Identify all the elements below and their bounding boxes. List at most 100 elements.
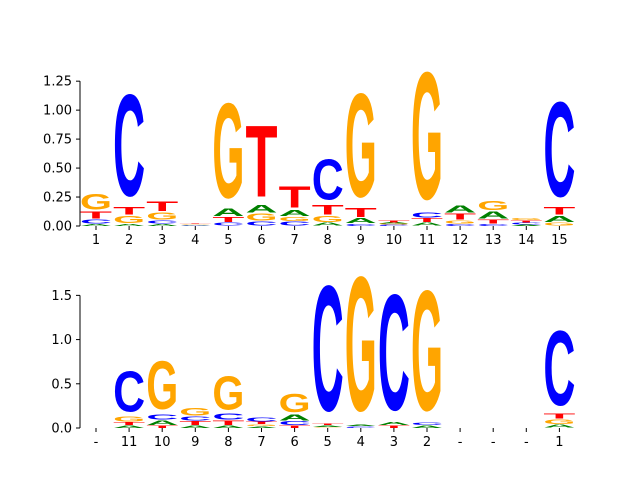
x-tick-label: 14 [518, 233, 535, 248]
logo-letter-A: A [146, 223, 178, 226]
y-tick-label: 0.00 [43, 220, 72, 235]
x-tick-label: 11 [419, 233, 436, 248]
logo-letter-A: A [411, 222, 443, 227]
logo-letter-G: G [212, 368, 244, 421]
logo-letter-G: G [146, 211, 178, 222]
logo-letter-C: C [345, 426, 377, 428]
logo-letter-A: A [345, 424, 377, 426]
logo-letter-G: G [212, 76, 244, 228]
logo-letter-A: A [212, 425, 244, 429]
logo-letter-C: C [543, 75, 575, 226]
logo-letter-A: A [378, 421, 410, 426]
logo-letter-T: T [179, 224, 212, 225]
logo-letter-T: T [345, 206, 377, 220]
logo-letter-T: T [378, 220, 410, 223]
logo-letter-T: T [477, 218, 509, 224]
logo-letter-A: A [279, 413, 311, 423]
logo-letter-C: C [411, 211, 443, 219]
logo-letter-T: T [279, 180, 311, 214]
logo-letter-T: T [411, 217, 443, 223]
logo-letter-C: C [312, 148, 344, 212]
logo-panel-bottom: 0.00.51.01.5- 11 10 9 8 7 6 5 4 3 2- - -1ATGCTACGATC… [51, 237, 575, 451]
logo-panel-top: 0.000.250.500.751.001.251 2 3 4 5 6 7 8 9 10 11 12 1… [43, 34, 575, 248]
logo-letter-A: A [179, 225, 211, 226]
logo-letter-C: C [146, 413, 178, 421]
x-tick-label: 13 [485, 233, 502, 248]
y-tick-label: 1.5 [51, 289, 72, 304]
logo-letter-T: T [113, 421, 145, 426]
logo-letter-C: C [246, 220, 278, 226]
logo-letter-A: A [80, 223, 112, 226]
logo-letter-T: T [312, 202, 344, 218]
logo-letter-C: C [477, 223, 509, 226]
logo-letter-C: C [246, 417, 278, 423]
logo-letter-G: G [113, 415, 145, 423]
logo-letter-T: T [246, 421, 278, 425]
logo-letter-G: G [146, 347, 178, 423]
logo-letter-G: G [510, 218, 542, 221]
logo-letter-T: T [543, 412, 575, 420]
logo-letter-A: A [246, 202, 278, 214]
x-tick-label: 12 [452, 233, 469, 248]
logo-letter-A: A [444, 204, 476, 215]
logo-letter-G: G [543, 222, 575, 227]
y-tick-label: 0.5 [51, 377, 72, 392]
logo-letter-G: G [246, 212, 278, 223]
logo-letter-T: T [543, 205, 575, 217]
x-tick-label: 10 [154, 435, 171, 450]
x-tick-label: - [458, 435, 463, 450]
logo-letter-A: A [477, 209, 509, 220]
logo-letter-A: A [345, 217, 377, 225]
logo-letter-G: G [80, 190, 112, 215]
x-tick-label: 7 [257, 435, 265, 450]
logo-letter-A: A [246, 426, 278, 428]
logo-letter-G: G [345, 64, 377, 229]
logo-letter-G: G [279, 216, 311, 222]
x-tick-label: 4 [357, 435, 365, 450]
logo-letter-C: C [179, 416, 211, 422]
x-tick-label: 7 [290, 233, 298, 248]
x-tick-label: 6 [290, 435, 298, 450]
y-tick-label: 0.25 [43, 191, 72, 206]
logo-letter-C: C [113, 359, 145, 424]
logo-letter-G: G [246, 424, 278, 426]
y-tick-label: 1.25 [43, 75, 72, 90]
logo-letter-A: A [279, 208, 311, 217]
logo-letter-C: C [212, 412, 244, 422]
logo-letter-C: C [378, 225, 410, 227]
logo-letter-T: T [212, 419, 244, 426]
logo-letter-T: T [146, 425, 178, 429]
x-tick-label: 8 [324, 233, 332, 248]
logo-letter-G: G [477, 199, 509, 213]
logo-letter-T: T [80, 209, 112, 220]
logo-letter-G: G [411, 256, 443, 447]
x-tick-label: 9 [357, 233, 365, 248]
logo-letter-T: T [510, 220, 542, 223]
x-tick-label: 8 [224, 435, 232, 450]
logo-letter-C: C [378, 259, 410, 445]
logo-letter-C: C [212, 222, 244, 227]
x-tick-label: 3 [158, 233, 166, 248]
logo-letter-G: G [543, 418, 575, 425]
x-tick-label: 5 [324, 435, 332, 450]
logo-letter-T: T [146, 199, 178, 215]
x-tick-label: 1 [555, 435, 563, 450]
logo-letter-A: A [543, 214, 575, 223]
logo-letter-G: G [279, 390, 311, 418]
logo-letter-G: G [378, 224, 410, 226]
logo-letter-G: G [179, 406, 211, 418]
x-tick-label: 3 [390, 435, 398, 450]
logo-letter-G: G [411, 34, 443, 237]
y-tick-label: 1.00 [43, 104, 72, 119]
y-tick-label: 0.50 [43, 162, 72, 177]
x-tick-label: - [524, 435, 529, 450]
logo-letter-A: A [312, 222, 344, 227]
x-tick-label: - [94, 435, 99, 450]
x-tick-label: 4 [191, 233, 199, 248]
x-tick-label: 2 [125, 233, 133, 248]
logo-letter-C: C [444, 223, 476, 226]
x-tick-label: 1 [92, 233, 100, 248]
x-tick-label: 9 [191, 435, 199, 450]
logo-letter-C: C [345, 223, 377, 226]
